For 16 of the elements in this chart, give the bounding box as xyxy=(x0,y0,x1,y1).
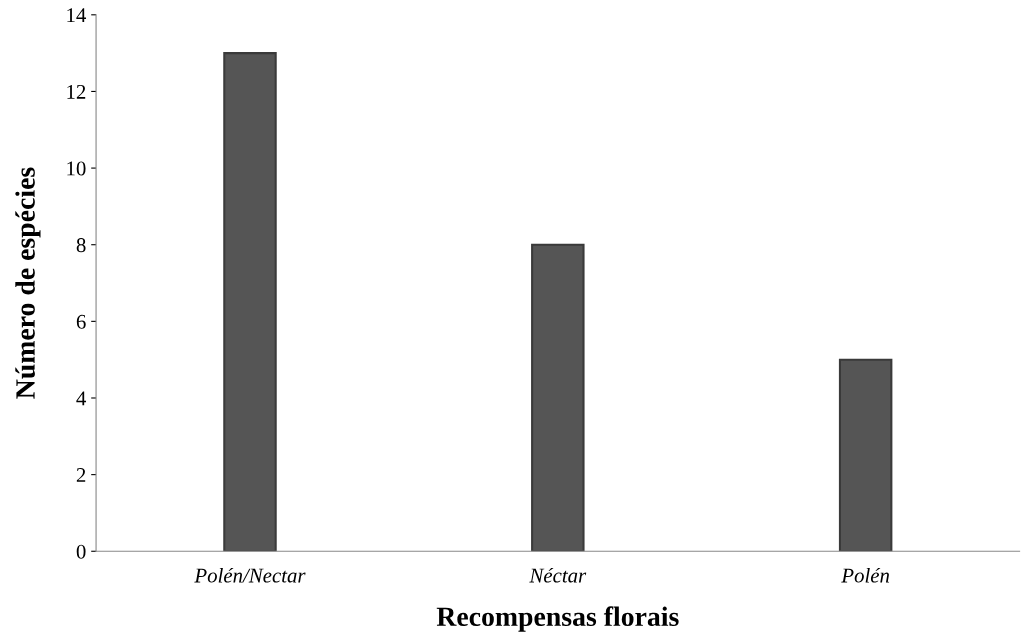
bar xyxy=(531,243,585,552)
x-axis-title: Recompensas florais xyxy=(436,606,679,632)
y-tick-label: 0 xyxy=(76,544,86,559)
y-tick-label: 6 xyxy=(76,314,86,329)
y-tick-label: 10 xyxy=(67,161,86,176)
bar xyxy=(223,52,277,552)
bar xyxy=(838,358,893,552)
y-tick-label: 4 xyxy=(76,391,87,406)
y-tick-label: 14 xyxy=(67,8,87,23)
x-tick-label: Polén/Nectar xyxy=(194,567,306,583)
x-tick-label: Néctar xyxy=(529,567,587,583)
y-tick-label: 8 xyxy=(76,238,86,253)
y-tick-label: 2 xyxy=(76,468,86,482)
y-axis-title: Número de espécies xyxy=(15,167,41,399)
x-tick-label: Polén xyxy=(841,567,890,583)
y-tick-label: 12 xyxy=(67,84,86,99)
